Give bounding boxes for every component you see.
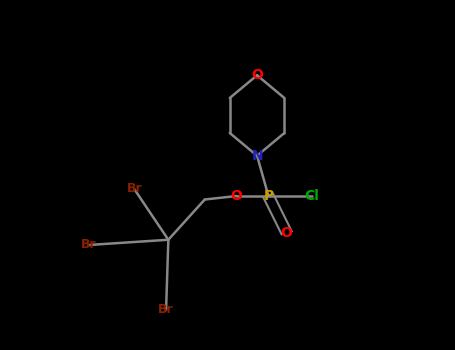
- Text: P: P: [263, 189, 273, 203]
- Text: Cl: Cl: [304, 189, 319, 203]
- Text: Br: Br: [81, 238, 96, 252]
- Text: Br: Br: [126, 182, 142, 196]
- Text: O: O: [251, 68, 263, 82]
- Text: O: O: [281, 226, 293, 240]
- Text: O: O: [231, 189, 243, 203]
- Text: N: N: [251, 149, 263, 163]
- Text: Br: Br: [158, 303, 174, 316]
